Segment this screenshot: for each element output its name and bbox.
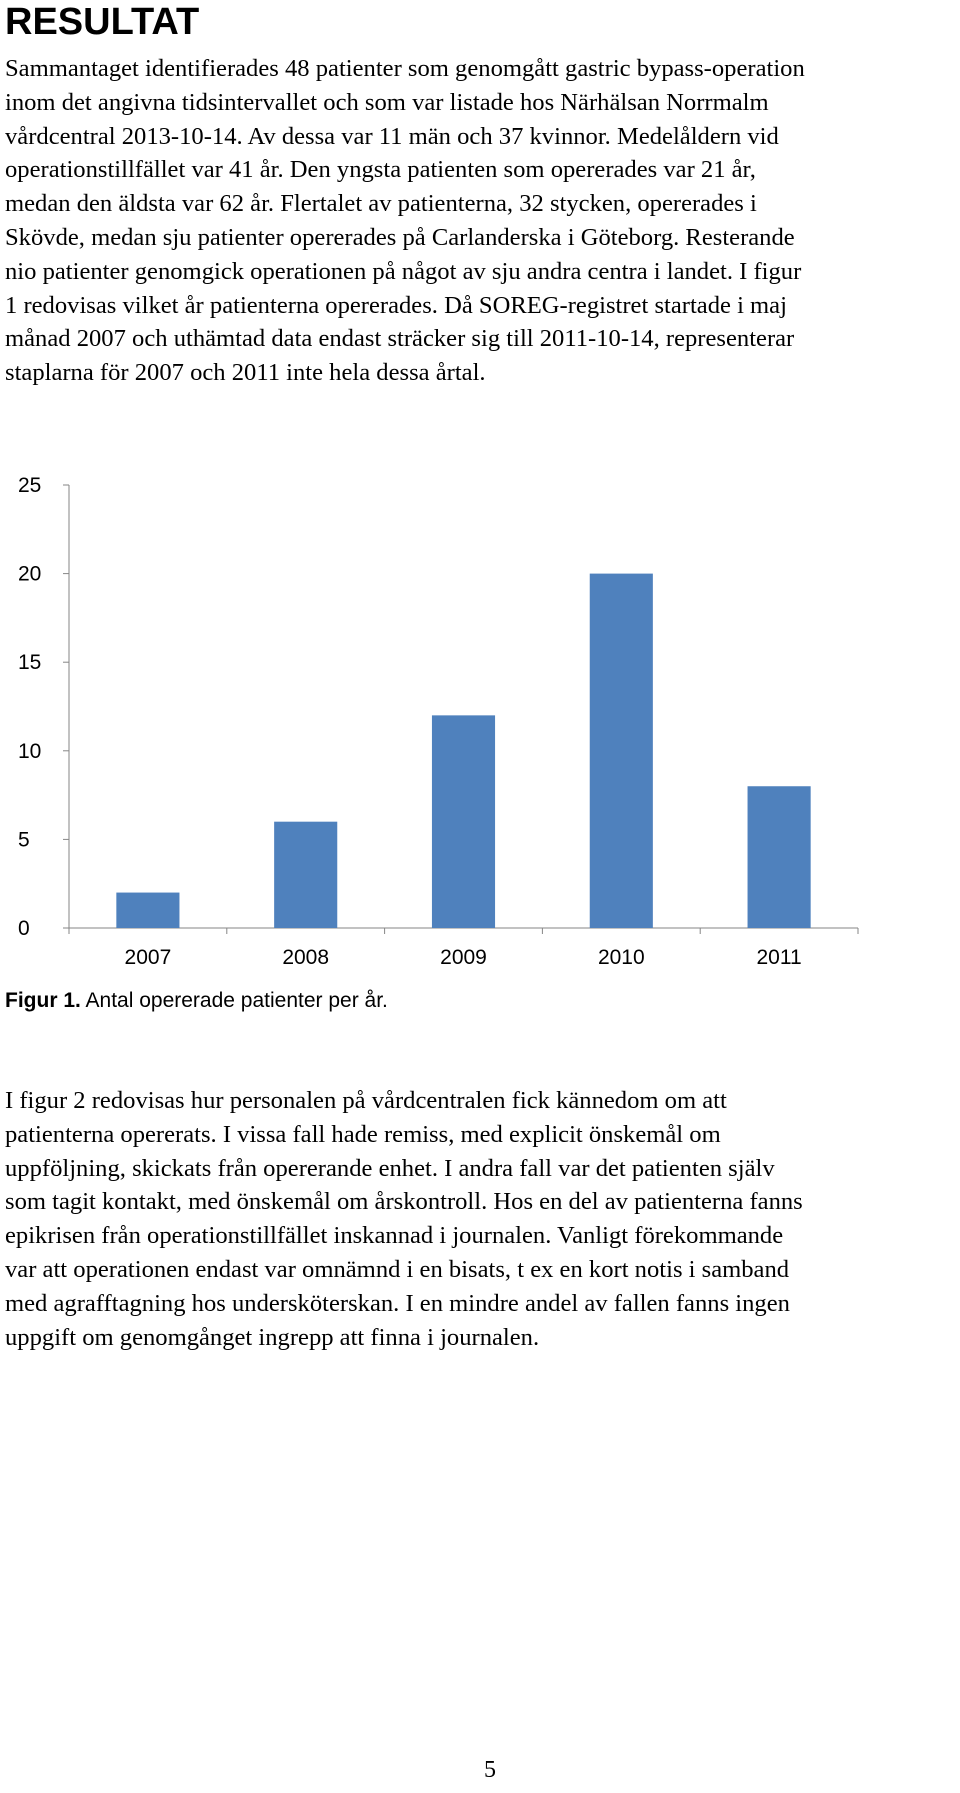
results-paragraph: Sammantaget identifierades 48 patienter … — [5, 52, 960, 390]
text-line: Skövde, medan sju patienter opererades p… — [5, 223, 795, 251]
x-tick-label: 2008 — [282, 946, 329, 969]
text-line: nio patienter genomgick operationen på n… — [5, 257, 802, 285]
bar-2007 — [116, 892, 180, 928]
bar-2010 — [589, 573, 653, 928]
text-line: vårdcentral 2013-10-14. Av dessa var 11 … — [5, 122, 779, 150]
text-line: inom det angivna tidsintervallet och som… — [5, 88, 769, 116]
figure-caption-text: Antal opererade patienter per år. — [80, 989, 388, 1012]
text-line: som tagit kontakt, med önskemål om årsko… — [5, 1188, 803, 1216]
y-tick-label: 20 — [18, 563, 41, 586]
figure-caption: Figur 1. Antal opererade patienter per å… — [5, 988, 388, 1014]
page-number: 5 — [484, 1757, 496, 1783]
y-tick-label: 5 — [18, 828, 30, 851]
discussion-paragraph: I figur 2 redovisas hur personalen på vå… — [5, 1084, 960, 1354]
text-line: 1 redovisas vilket år patienterna operer… — [5, 291, 787, 319]
section-heading: RESULTAT — [5, 1, 200, 43]
figure-caption-label: Figur 1. — [5, 989, 81, 1012]
y-tick-label: 25 — [18, 474, 41, 497]
text-line: med agrafftagning hos undersköterskan. I… — [5, 1289, 790, 1317]
x-tick-label: 2010 — [598, 946, 645, 969]
x-tick-label: 2011 — [757, 946, 802, 969]
x-tick-label: 2007 — [125, 946, 172, 969]
bar-2009 — [431, 715, 496, 928]
text-line: uppgift om genomgånget ingrepp att finna… — [5, 1323, 540, 1351]
bar-chart-figure: 0 5 10 15 20 25 2007 2008 2009 2010 2011 — [0, 460, 870, 980]
text-line: operationstillfället var 41 år. Den yngs… — [5, 156, 756, 184]
y-tick-label: 15 — [18, 651, 41, 674]
text-line: Sammantaget identifierades 48 patienter … — [5, 55, 805, 82]
y-tick-label: 0 — [18, 917, 30, 940]
text-line: patienterna opererats. I vissa fall hade… — [5, 1120, 721, 1148]
bar-chart: 0 5 10 15 20 25 2007 2008 2009 2010 2011 — [18, 474, 859, 969]
text-line: I figur 2 redovisas hur personalen på vå… — [5, 1087, 727, 1114]
text-line: var att operationen endast var omnämnd i… — [5, 1255, 790, 1283]
text-line: månad 2007 och uthämtad data endast strä… — [5, 325, 795, 353]
text-line: staplarna för 2007 och 2011 inte hela de… — [5, 359, 486, 387]
text-line: medan den äldsta var 62 år. Flertalet av… — [5, 190, 757, 218]
bar-2008 — [274, 821, 338, 928]
x-tick-label: 2009 — [440, 946, 487, 969]
text-line: epikrisen från operationstillfället insk… — [5, 1222, 784, 1250]
text-line: uppföljning, skickats från opererande en… — [5, 1154, 775, 1182]
y-tick-label: 10 — [18, 740, 41, 763]
bar-2011 — [747, 786, 811, 928]
